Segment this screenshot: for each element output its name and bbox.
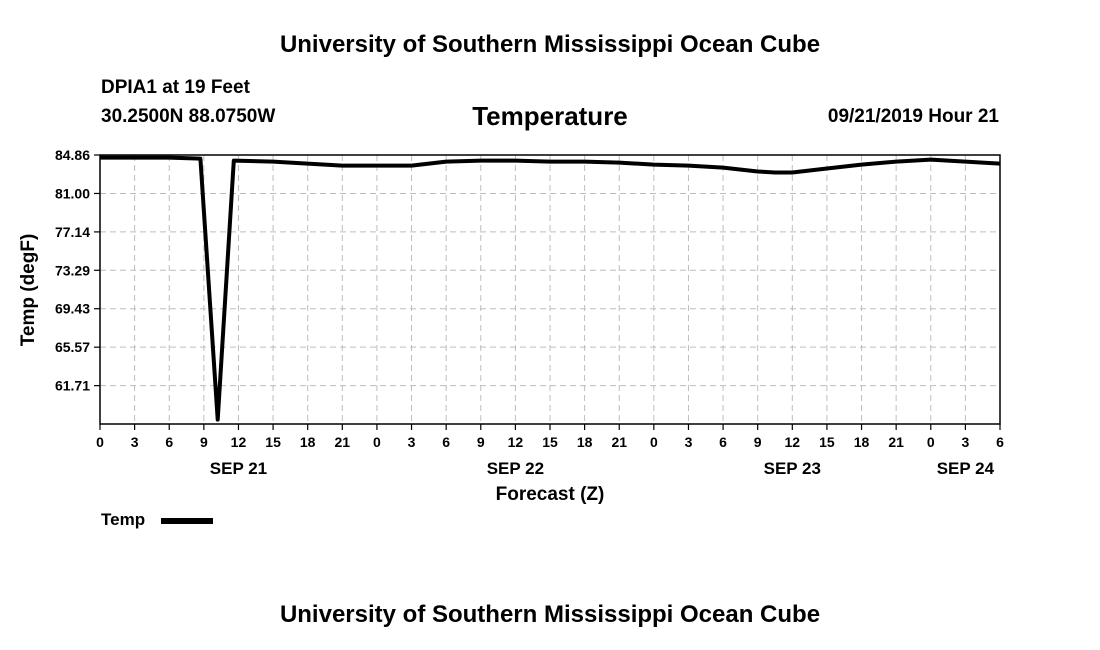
axis-labels: 0 3 6 9 12 15 18 21 0 3 6 9 12 15 18 21 0 3 6 9 12 15 18 21 0 3 6 8… [55,147,1004,478]
x-tick-label: 6 [719,434,727,450]
x-tick-label: 21 [335,434,351,450]
station-label: DPIA1 at 19 Feet [101,77,250,98]
x-tick-label: 9 [200,434,208,450]
y-tick-label: 73.29 [55,262,90,278]
x-tick-label: 21 [611,434,627,450]
x-axis-title: Forecast (Z) [496,484,605,505]
y-axis-title: Temp (degF) [18,234,39,347]
x-tick-label: 18 [854,434,870,450]
x-date-label: SEP 23 [764,459,821,478]
x-tick-label: 0 [96,434,104,450]
forecast-datetime: 09/21/2019 Hour 21 [827,106,999,127]
x-tick-label: 12 [508,434,524,450]
y-tick-label: 69.43 [55,301,90,317]
grid-lines [100,155,1000,424]
x-tick-label: 6 [442,434,450,450]
x-tick-label: 3 [408,434,416,450]
legend-label-temp: Temp [101,510,146,529]
x-tick-label: 18 [300,434,316,450]
y-tick-label: 81.00 [55,185,90,201]
temperature-chart: 0 3 6 9 12 15 18 21 0 3 6 9 12 15 18 21 0 3 6 9 12 15 18 21 0 3 6 8… [18,147,1004,505]
x-tick-label: 3 [961,434,969,450]
page-title-top: University of Southern Mississippi Ocean… [279,31,821,58]
y-tick-label: 61.71 [55,378,90,394]
x-tick-label: 6 [996,434,1004,450]
x-tick-label: 0 [927,434,935,450]
x-tick-label: 21 [888,434,904,450]
series-line-temp [100,155,1001,422]
x-tick-label: 9 [477,434,485,450]
x-date-label: SEP 24 [937,459,995,478]
coordinates-label: 30.2500N 88.0750W [101,106,276,127]
x-date-label: SEP 22 [487,459,544,478]
x-tick-label: 6 [165,434,173,450]
x-date-label: SEP 21 [210,459,267,478]
x-tick-label: 3 [685,434,693,450]
x-tick-label: 3 [131,434,139,450]
y-tick-label: 77.14 [55,224,90,240]
x-tick-label: 12 [231,434,247,450]
x-tick-label: 15 [542,434,558,450]
x-tick-label: 12 [785,434,801,450]
x-tick-label: 0 [373,434,381,450]
x-tick-label: 18 [577,434,593,450]
chart-title: Temperature [472,101,628,131]
legend-swatch-temp [161,518,213,524]
series-layer [100,155,1001,422]
y-tick-label: 84.86 [55,147,90,163]
page-title-bottom: University of Southern Mississippi Ocean… [279,601,821,628]
x-tick-label: 9 [754,434,762,450]
axis-ticks [94,154,1001,430]
x-tick-label: 0 [650,434,658,450]
x-tick-label: 15 [265,434,281,450]
x-tick-label: 15 [819,434,835,450]
y-tick-label: 65.57 [55,339,90,355]
